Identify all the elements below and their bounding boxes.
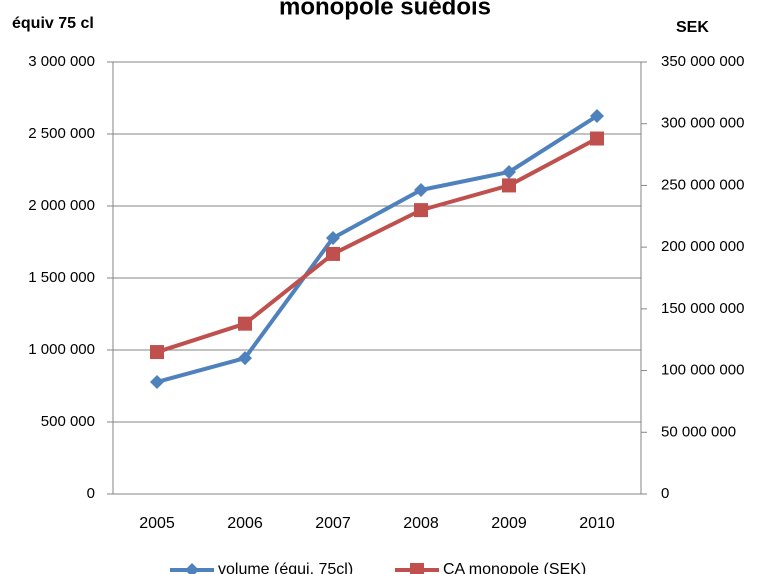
y-tick-label: 1 000 000 <box>28 341 95 358</box>
y-tick-label: 3 000 000 <box>28 53 95 70</box>
marker <box>185 563 199 574</box>
legend-label: CA monopole (SEK) <box>443 561 586 574</box>
y2-tick-label: 150 000 000 <box>661 300 744 317</box>
y-tick-label: 2 000 000 <box>28 197 95 214</box>
marker <box>326 246 340 261</box>
y-axis-label: équiv 75 cl <box>12 15 94 32</box>
marker <box>150 345 164 360</box>
y-tick-label: 500 000 <box>41 413 95 430</box>
marker <box>326 230 340 245</box>
marker <box>590 109 604 123</box>
y-tick-label: 1 500 000 <box>28 269 95 286</box>
y-tick-label: 2 500 000 <box>28 125 95 142</box>
x-tick-label: 2008 <box>403 515 439 532</box>
y2-tick-label: 200 000 000 <box>661 238 744 255</box>
y2-tick-label: 250 000 000 <box>661 176 744 193</box>
x-tick-label: 2007 <box>315 515 351 532</box>
legend-label: volume (équi. 75cl) <box>218 561 353 574</box>
series-line <box>156 114 599 384</box>
chart-title: monopole suédois <box>279 0 491 20</box>
x-tick-label: 2010 <box>579 515 615 532</box>
marker <box>502 165 516 180</box>
y-tick-label: 0 <box>87 485 95 502</box>
marker <box>590 131 604 146</box>
marker <box>414 183 428 198</box>
y2-tick-label: 300 000 000 <box>661 115 744 132</box>
y2-tick-label: 0 <box>661 485 669 502</box>
x-tick-label: 2005 <box>139 515 175 532</box>
y2-tick-label: 350 000 000 <box>661 53 744 70</box>
marker <box>238 351 252 366</box>
marker <box>238 316 252 331</box>
y2-tick-label: 50 000 000 <box>661 423 736 440</box>
y2-tick-label: 100 000 000 <box>661 362 744 379</box>
marker <box>502 178 516 193</box>
marker <box>410 563 424 574</box>
y2-axis-label: SEK <box>676 19 709 36</box>
x-tick-label: 2006 <box>227 515 263 532</box>
series-line <box>156 136 598 354</box>
x-tick-label: 2009 <box>491 515 527 532</box>
marker <box>150 374 164 389</box>
marker <box>414 203 428 218</box>
